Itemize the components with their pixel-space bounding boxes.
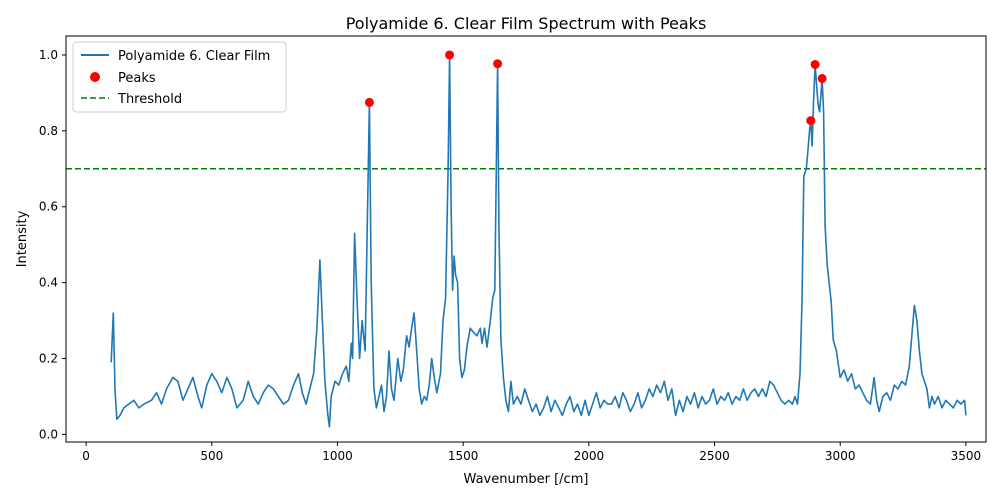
x-tick-label: 500	[200, 449, 223, 463]
peak-marker	[817, 73, 827, 83]
x-tick-label: 2500	[699, 449, 730, 463]
peak-marker	[806, 116, 816, 126]
x-tick-label: 2000	[574, 449, 605, 463]
x-axis-label: Wavenumber [/cm]	[464, 472, 589, 487]
plot-frame	[65, 35, 987, 443]
legend-entry-threshold: Threshold	[117, 92, 182, 107]
legend-box	[72, 41, 287, 113]
chart-title: Polyamide 6. Clear Film Spectrum with Pe…	[346, 14, 707, 33]
y-tick-label: 0.2	[39, 352, 58, 366]
y-axis-label: Intensity	[15, 210, 30, 267]
legend-entry-peaks: Peaks	[118, 71, 156, 86]
legend: Polyamide 6. Clear Film Peaks Threshold	[72, 41, 287, 113]
y-tick-label: 0.0	[39, 427, 58, 441]
y-tick-label: 1.0	[39, 48, 58, 62]
x-tick-label: 3000	[825, 449, 856, 463]
x-tick-label: 3500	[951, 449, 982, 463]
y-tick-label: 0.8	[39, 124, 58, 138]
spectrum-line	[110, 54, 967, 428]
x-tick-label: 0	[82, 449, 90, 463]
y-tick-label: 0.4	[39, 276, 58, 290]
legend-peak-swatch	[90, 72, 100, 82]
legend-entry-spectrum: Polyamide 6. Clear Film	[118, 49, 270, 64]
x-tick-label: 1000	[322, 449, 353, 463]
peak-marker	[445, 50, 455, 60]
peak-marker	[810, 59, 820, 69]
y-tick-label: 0.6	[39, 200, 58, 214]
peak-marker	[364, 97, 374, 107]
peak-marker	[493, 59, 503, 69]
x-tick-label: 1500	[448, 449, 479, 463]
